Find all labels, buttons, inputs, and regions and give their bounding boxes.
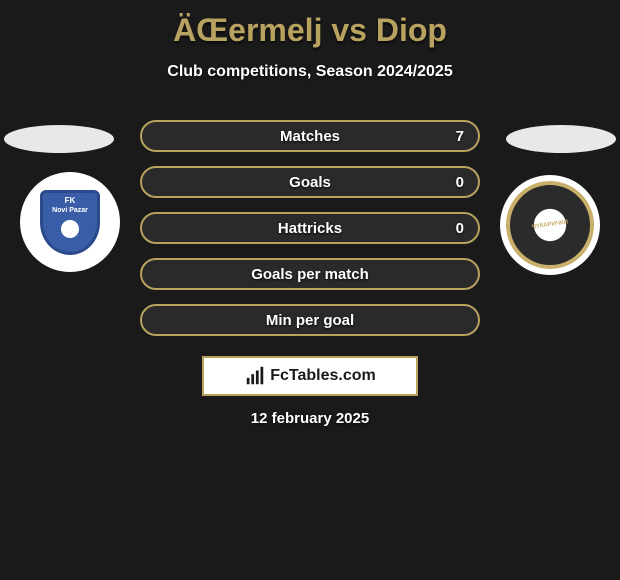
footer-attribution[interactable]: FcTables.com (202, 356, 418, 396)
club-logo-right: ЧУКАРИЧКИ (500, 175, 600, 275)
stat-label: Min per goal (266, 312, 354, 329)
ball-icon (61, 220, 79, 238)
stat-label: Goals per match (251, 266, 369, 283)
shield-icon: FK Novi Pazar (40, 190, 100, 255)
stat-row: Goals 0 (140, 166, 480, 198)
stat-value: 0 (456, 174, 464, 191)
footer-brand: FcTables.com (270, 367, 376, 385)
club-left-fk: FK (65, 197, 76, 205)
club-left-name: Novi Pazar (52, 207, 88, 214)
chart-icon (244, 365, 266, 387)
stat-row: Min per goal (140, 304, 480, 336)
stat-label: Goals (289, 174, 331, 191)
stat-row: Goals per match (140, 258, 480, 290)
page-title: ÄŒermelj vs Diop (0, 0, 620, 49)
stat-row: Matches 7 (140, 120, 480, 152)
stat-value: 0 (456, 220, 464, 237)
stat-value: 7 (456, 128, 464, 145)
stat-row: Hattricks 0 (140, 212, 480, 244)
right-ellipse-shadow (506, 125, 616, 153)
badge-icon: ЧУКАРИЧКИ (506, 181, 594, 269)
left-ellipse-shadow (4, 125, 114, 153)
stats-list: Matches 7 Goals 0 Hattricks 0 Goals per … (140, 120, 480, 336)
subtitle: Club competitions, Season 2024/2025 (0, 63, 620, 81)
stat-label: Hattricks (278, 220, 342, 237)
stat-label: Matches (280, 128, 340, 145)
club-logo-left: FK Novi Pazar (20, 172, 120, 272)
date-label: 12 february 2025 (0, 410, 620, 427)
